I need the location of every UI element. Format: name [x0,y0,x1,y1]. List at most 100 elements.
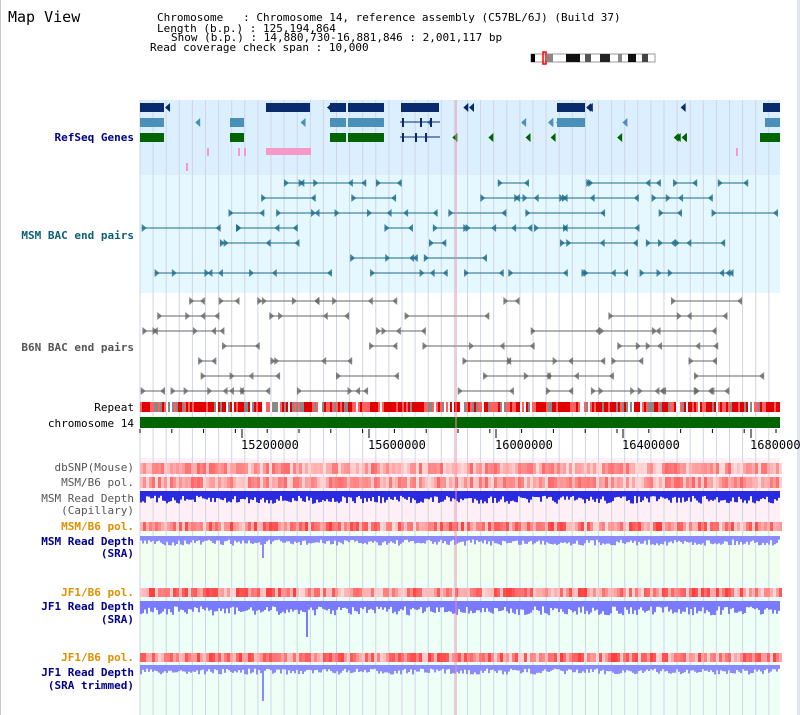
depth-bar [224,601,226,614]
heat-cell [536,477,539,488]
depth-bar [590,536,592,541]
heat-cell [356,588,359,597]
depth-bar [546,536,548,543]
depth-bar [230,665,232,672]
heat-cell [659,653,662,662]
repeat-segment [734,402,736,412]
msm-read-depth-cap-label[interactable]: MSM Read Depth [41,492,134,505]
repeat-segment [170,402,172,412]
repeat-segment [710,402,712,412]
heat-cell [413,463,416,474]
depth-bar [318,665,320,673]
depth-bar [540,601,542,615]
depth-bar [214,601,216,612]
depth-bar [252,601,254,611]
bac-end-marker [720,239,726,247]
depth-bar [242,491,244,499]
depth-bar [580,601,582,613]
depth-bar [570,665,572,670]
depth-bar [298,536,300,543]
bac-end-marker [423,254,429,262]
depth-bar [280,491,282,496]
msm-bac-label[interactable]: MSM BAC end pairs [21,229,134,242]
heat-cell [704,477,707,488]
depth-bar [182,536,184,546]
heat-cell [566,477,569,488]
depth-bar [364,491,366,498]
heat-cell [758,463,761,474]
repeat-segment [362,402,364,412]
repeat-segment [744,402,746,412]
heat-cell [458,653,461,662]
depth-bar [364,536,366,543]
heat-cell [404,653,407,662]
heat-cell [704,463,707,474]
depth-bar [500,665,502,671]
repeat-segment [294,402,296,412]
heat-cell [551,477,554,488]
jf1-b6-pol-2-label[interactable]: JF1/B6 pol. [61,651,134,664]
depth-bar [150,491,152,499]
b6n-bac-features[interactable] [140,297,765,395]
refseq-genes-features[interactable] [140,103,780,171]
b6n-bac-label[interactable]: B6N BAC end pairs [21,341,134,354]
heat-cell [545,463,548,474]
heat-cell [512,653,515,662]
depth-bar [204,665,206,675]
heat-cell [683,653,686,662]
heat-cell [167,653,170,662]
bac-end-marker [658,209,664,217]
depth-bar [442,536,444,544]
heat-cell [755,522,758,531]
bac-end-marker [568,387,574,395]
depth-bar [524,665,526,669]
bac-end-marker [657,342,663,350]
heat-cell [719,653,722,662]
heat-cell [308,463,311,474]
heat-cell [311,653,314,662]
repeat-segment [196,402,198,412]
bac-end-marker [501,209,507,217]
msm-bac-features[interactable] [141,179,778,277]
heat-cell [260,522,263,531]
heat-cell [725,588,728,597]
depth-bar [632,665,634,673]
depth-bar [398,536,400,546]
depth-bar [282,665,284,670]
depth-bar [258,665,260,670]
heat-cell [407,588,410,597]
heat-cell [722,653,725,662]
jf1-read-depth-sra-label[interactable]: JF1 Read Depth [41,600,134,613]
msm-b6-pol-label[interactable]: MSM/B6 pol. [61,476,134,489]
heat-cell [689,463,692,474]
chromosome-ideogram[interactable] [530,51,656,65]
jf1-read-depth-trim-label[interactable]: JF1 Read Depth [41,666,134,679]
msm-read-depth-sra-label[interactable]: MSM Read Depth [41,535,134,548]
heat-cell [713,463,716,474]
heat-cell [776,522,779,531]
bac-end-marker [326,269,332,277]
heat-cell [377,477,380,488]
depth-bar [714,491,716,500]
depth-bar [522,491,524,498]
depth-bar [142,665,144,670]
heat-cell [452,522,455,531]
depth-bar [768,665,770,673]
bac-end-marker [313,179,319,187]
depth-bar [552,536,554,545]
depth-bar [148,601,150,608]
msm-b6-pol-2-label[interactable]: MSM/B6 pol. [61,520,134,533]
depth-bar [490,601,492,613]
dbsnp-label[interactable]: dbSNP(Mouse) [54,461,134,474]
depth-bar [366,491,368,502]
axis-tick-label: 15200000 [241,438,299,452]
depth-bar [582,491,584,500]
depth-bar [648,491,650,503]
repeat-track[interactable] [140,402,780,412]
heat-cell [341,463,344,474]
jf1-b6-pol-label[interactable]: JF1/B6 pol. [61,586,134,599]
depth-bar [604,491,606,501]
heat-cell [143,522,146,531]
refseq-label[interactable]: RefSeq Genes [54,131,134,144]
